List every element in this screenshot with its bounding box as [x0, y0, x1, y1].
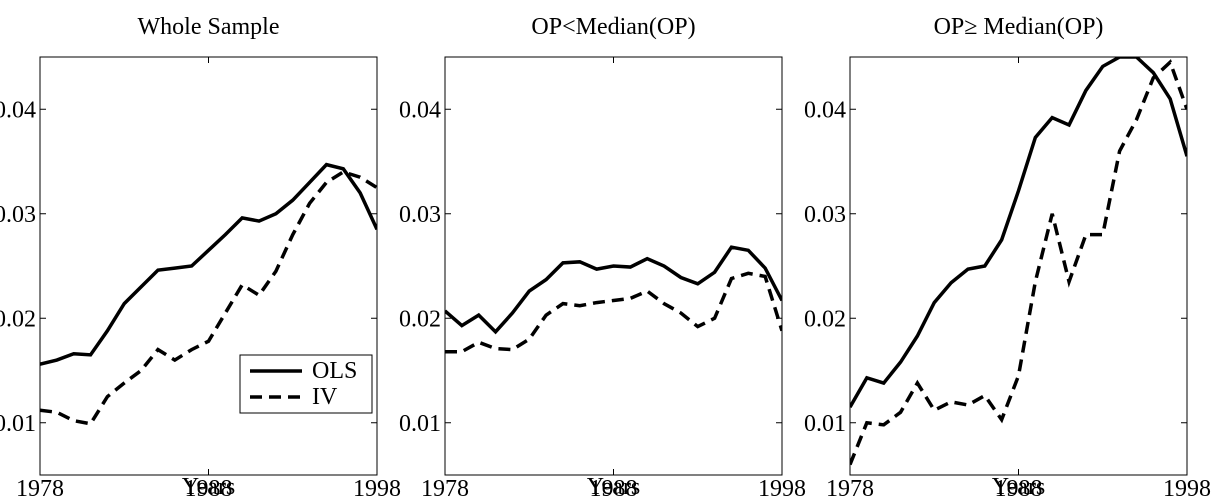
axes-box	[39, 56, 378, 476]
panel-title: OP≥ Median(OP)	[934, 14, 1104, 40]
line-series	[40, 170, 377, 426]
line-series	[445, 245, 782, 335]
y-tick-label: 0.04	[0, 97, 36, 123]
panel: OP<Median(OP) Years 0.01 0.02 0.03 0.04 1978 19…	[399, 14, 806, 497]
axes-box	[849, 56, 1188, 476]
x-tick-label: 1998	[1163, 476, 1211, 497]
plot-area	[445, 245, 782, 354]
legend-box	[239, 354, 373, 414]
x-axis-label: Years	[182, 474, 236, 497]
plot-area	[40, 162, 377, 426]
x-tick-label: 1998	[353, 476, 401, 497]
x-axis-label: Years	[587, 474, 641, 497]
x-tick-label: 1978	[16, 476, 64, 497]
x-tick-label: 1988	[185, 476, 233, 497]
x-tick-label: 1988	[995, 476, 1043, 497]
axes-box	[444, 56, 783, 476]
plot-area	[850, 57, 1187, 466]
y-tick-label: 0.04	[399, 97, 441, 123]
x-tick-label: 1998	[758, 476, 806, 497]
legend-label: IV	[312, 384, 338, 410]
y-tick-label: 0.03	[0, 202, 36, 228]
line-series	[850, 59, 1187, 466]
line-series	[40, 162, 377, 366]
x-axis-label: Years	[992, 474, 1046, 497]
y-tick-label: 0.02	[0, 306, 36, 332]
panel: OP≥ Median(OP) Years 0.01 0.02 0.03 0.04 1978 1…	[804, 14, 1211, 497]
panel: Whole Sample Years 0.01 0.02 0.03 0.04 1978 198…	[0, 14, 401, 497]
y-tick-label: 0.01	[0, 411, 36, 437]
panel-title: Whole Sample	[138, 14, 280, 40]
y-tick-label: 0.01	[804, 411, 846, 437]
legend-label: OLS	[312, 358, 357, 384]
y-tick-label: 0.02	[399, 306, 441, 332]
x-tick-label: 1978	[826, 476, 874, 497]
y-tick-label: 0.03	[804, 202, 846, 228]
y-tick-label: 0.04	[804, 97, 846, 123]
y-tick-label: 0.03	[399, 202, 441, 228]
x-tick-label: 1978	[421, 476, 469, 497]
y-tick-label: 0.02	[804, 306, 846, 332]
line-series	[445, 271, 782, 354]
y-tick-label: 0.01	[399, 411, 441, 437]
x-tick-label: 1988	[590, 476, 638, 497]
panel-title: OP<Median(OP)	[531, 14, 695, 40]
line-series	[850, 57, 1187, 408]
